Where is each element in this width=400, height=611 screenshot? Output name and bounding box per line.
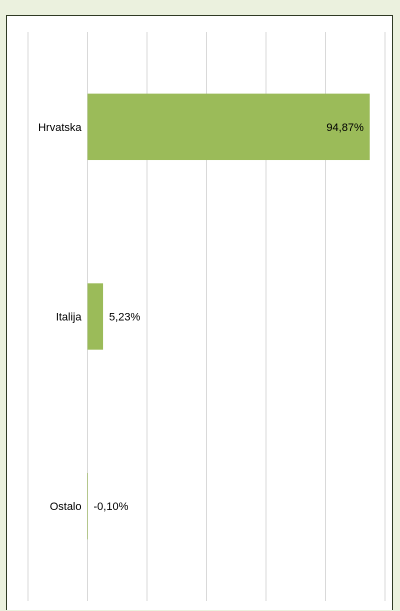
data-label-ostalo: -0,10% [94, 501, 129, 513]
bar-italija [87, 283, 104, 350]
bar-hrvatska [87, 93, 370, 161]
category-label-italija: Italija [56, 312, 83, 324]
category-label-ostalo: Ostalo [50, 501, 82, 513]
bar-ostalo [87, 472, 88, 540]
bar-chart: Hrvatska 94,87% Italija 5,23% Ostalo -0,10% [27, 32, 386, 601]
category-label-hrvatska: Hrvatska [38, 122, 82, 134]
chart-frame: Hrvatska 94,87% Italija 5,23% Ostalo -0,10% [6, 15, 393, 610]
data-label-italija: 5,23% [109, 312, 140, 324]
data-label-hrvatska: 94,87% [326, 122, 364, 134]
